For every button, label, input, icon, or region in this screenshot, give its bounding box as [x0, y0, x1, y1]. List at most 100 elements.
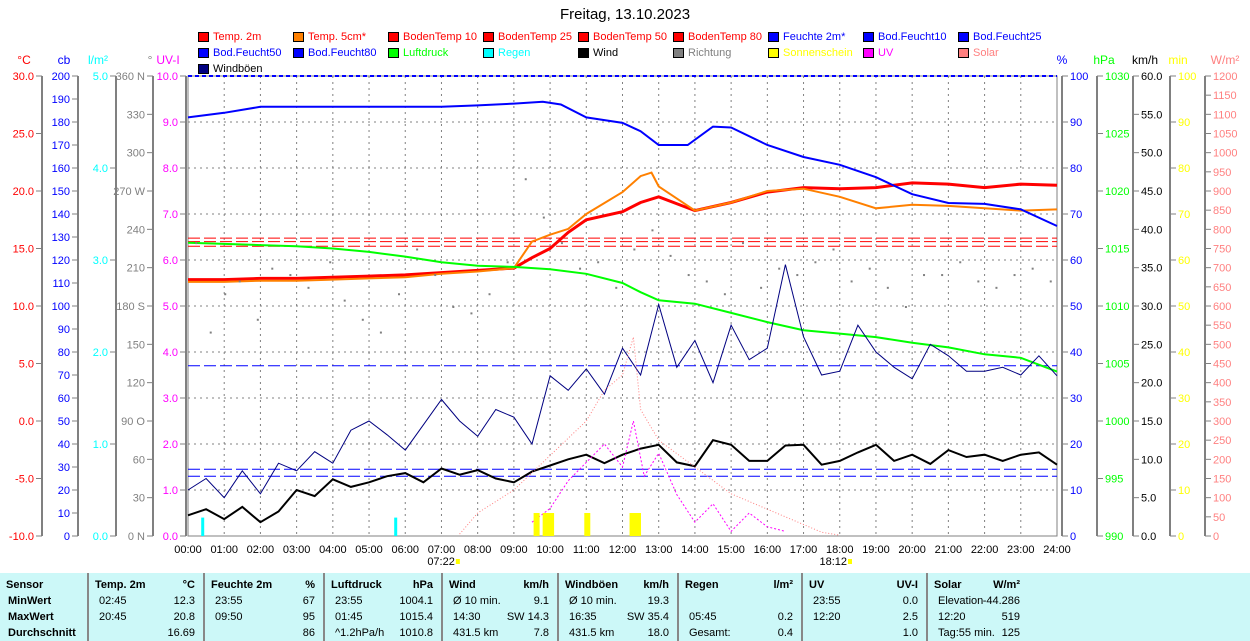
x-tick-label: 01:00 — [210, 544, 238, 556]
table-cell: 9.1 — [533, 595, 549, 607]
table-cell: Temp. 2m — [95, 579, 146, 591]
axis-tick-label: 20 — [1070, 439, 1082, 451]
table-column: Solar W/m² Elevation -44.286 12:20 519 Tag:55 … — [928, 573, 1028, 641]
axis-tick-label: 0 — [1070, 531, 1076, 543]
axis-tick-label: 10 — [1178, 485, 1190, 497]
legend-item: Bod.Feucht80 — [293, 47, 377, 59]
axis-tick-label: 4.0 — [163, 347, 178, 359]
axis-tick-label: 80 — [58, 347, 70, 359]
x-tick-label: 21:00 — [935, 544, 963, 556]
direction-point — [597, 261, 600, 264]
table-cell: MaxWert — [8, 611, 54, 623]
axis-tick-label: 600 — [1213, 301, 1231, 313]
legend-swatch — [483, 32, 494, 42]
axis-tick-label: 2.0 — [93, 347, 108, 359]
axis-tick-label: 50 — [58, 416, 70, 428]
axis-tick-label: 270 W — [113, 186, 145, 198]
legend-swatch — [293, 32, 304, 42]
legend-swatch — [958, 32, 969, 42]
legend-item: Feuchte 2m* — [768, 31, 845, 43]
axis-tick-label: 1150 — [1213, 90, 1237, 102]
axis-tick-label: 20.0 — [1141, 378, 1162, 390]
table-cell: Wind — [449, 579, 476, 591]
axis-tick-label: 1000 — [1105, 416, 1129, 428]
axis-tick-label: 700 — [1213, 263, 1231, 275]
axis-tick-label: 140 — [52, 209, 70, 221]
table-cell: 20.8 — [173, 611, 195, 623]
axis-tick-label: 950 — [1213, 167, 1231, 179]
axis-tick-label: 300 — [1213, 416, 1231, 428]
axis-tick-label: 1100 — [1213, 109, 1237, 121]
axis-tick-label: 995 — [1105, 474, 1123, 486]
table-cell: % — [305, 579, 315, 591]
table-cell: 431.5 km — [569, 627, 615, 639]
table-cell: Regen — [685, 579, 719, 591]
axis-tick-label: 70 — [1070, 209, 1082, 221]
table-cell: 12:20 — [938, 611, 966, 623]
axis-tick-label: 180 S — [116, 301, 145, 313]
table-cell: 23:55 — [813, 595, 841, 607]
direction-point — [470, 312, 473, 315]
table-cell: 67 — [302, 595, 315, 607]
axis-tick-label: 360 N — [116, 71, 145, 83]
table-cell: 12:20 — [813, 611, 841, 623]
table-column: Sensor MinWert MaxWert Durchschnitt — [0, 573, 89, 641]
axis-tick-label: 8.0 — [163, 163, 178, 175]
legend-item: Sonnenschein — [768, 47, 853, 59]
axis-tick-label: 60.0 — [1141, 71, 1162, 83]
axis-tick-label: 100 — [52, 301, 70, 313]
table-cell: -44.286 — [982, 595, 1020, 607]
axis-tick-label: 40 — [1070, 347, 1082, 359]
direction-point — [904, 306, 907, 308]
series-line-luftdruck — [187, 241, 1058, 373]
legend-label: Wind — [593, 47, 619, 59]
axis-tick-label: 110 — [52, 278, 70, 290]
sunset-marker — [847, 559, 852, 564]
x-tick-label: 15:00 — [717, 544, 745, 556]
table-cell: 01:45 — [335, 611, 363, 623]
axis-tick-label: 200 — [52, 71, 70, 83]
axis-tick-label: 50 — [1213, 512, 1225, 524]
direction-point — [1049, 280, 1052, 283]
axis-tick-label: 30 — [133, 493, 145, 505]
table-column: UV UV-I 23:55 0.0 12:20 2.5 1.0 — [803, 573, 928, 641]
legend-label: Bod.Feucht50 — [213, 47, 282, 59]
table-cell: 125 — [1001, 627, 1020, 639]
axis-tick-label: 45.0 — [1141, 186, 1162, 198]
legend-swatch — [863, 32, 874, 42]
axis-tick-label: 170 — [52, 140, 70, 152]
axis-tick-label: 1005 — [1105, 359, 1129, 371]
direction-point — [995, 286, 998, 289]
sunrise-marker — [455, 559, 460, 564]
table-cell: 519 — [1001, 611, 1020, 623]
axis-tick-label: 650 — [1213, 282, 1231, 294]
axis-tick-label: 180 — [52, 117, 70, 129]
axis-tick-label: 500 — [1213, 339, 1231, 351]
legend-item: BodenTemp 25 — [483, 31, 572, 43]
axis-tick-label: -10.0 — [9, 531, 34, 543]
table-cell: 0.0 — [902, 595, 918, 607]
table-cell: 23:55 — [215, 595, 243, 607]
axis-tick-label: 10.0 — [157, 71, 178, 83]
direction-point — [741, 242, 744, 245]
axis-tick-label: 150 — [1213, 474, 1231, 486]
direction-point — [209, 331, 212, 334]
axis-tick-label: 40 — [1178, 347, 1190, 359]
sunrise-label: 07:22 — [427, 556, 455, 568]
legend-item: Windböen — [198, 63, 263, 75]
axis-tick-label: 800 — [1213, 224, 1231, 236]
direction-point — [941, 274, 944, 277]
axis-tick-label: -5.0 — [15, 474, 34, 486]
direction-point — [238, 280, 241, 283]
axis-tick-label: 3.0 — [93, 255, 108, 267]
axis-tick-label: 70 — [1178, 209, 1190, 221]
axis-tick-label: 9.0 — [163, 117, 178, 129]
legend-label: Feuchte 2m* — [783, 31, 846, 43]
series-line-wind — [187, 439, 1058, 524]
axis-tick-label: 1200 — [1213, 71, 1237, 83]
axis-tick-label: 90 O — [121, 416, 145, 428]
direction-point — [923, 274, 926, 277]
axis-tick-label: 3.0 — [163, 393, 178, 405]
axis-tick-label: 5.0 — [163, 301, 178, 313]
direction-point — [434, 274, 437, 277]
